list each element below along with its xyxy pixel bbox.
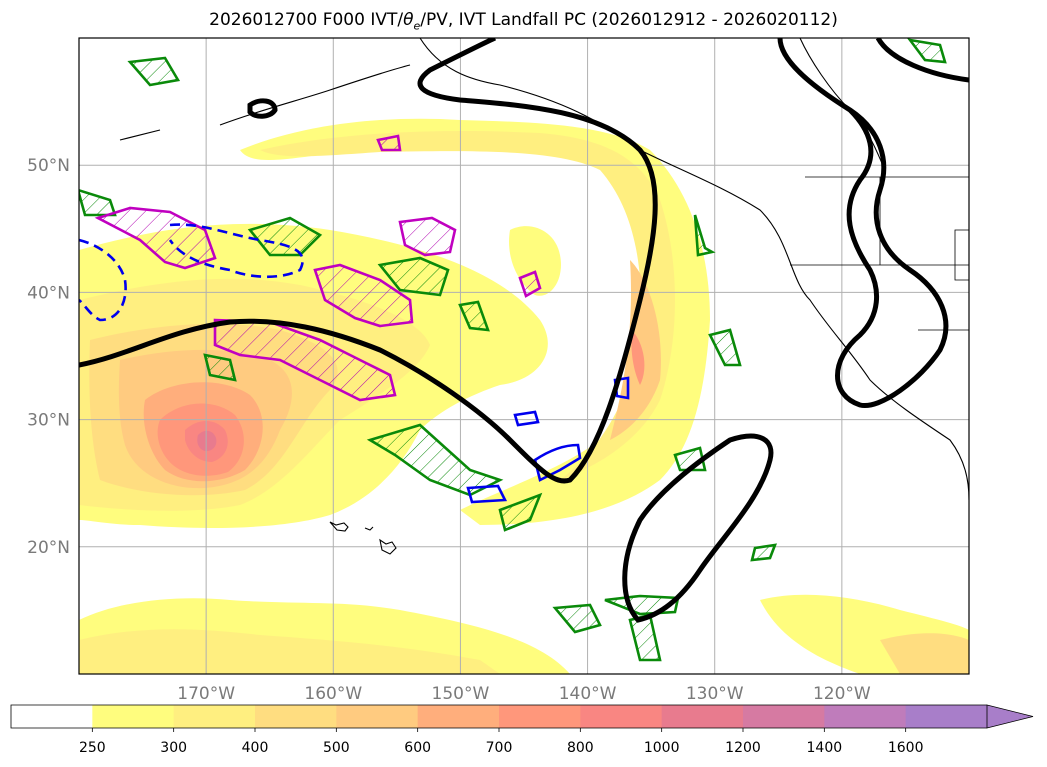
colorbar-extend-arrow (986, 704, 1034, 729)
colorbar-segment (255, 705, 337, 728)
colorbar-tick-label: 700 (486, 740, 513, 756)
lon-tick-label: 150°W (432, 684, 490, 704)
colorbar-segment (905, 705, 988, 728)
ivt-region-south-2 (79, 629, 500, 674)
map-frame (78, 37, 970, 675)
ivt-region-west-8 (197, 430, 217, 452)
lat-tick-label: 50°N (27, 156, 70, 176)
colorbar-segment (743, 705, 825, 728)
ivt-region-north-arc-2 (260, 131, 675, 480)
ivt-landfall-pc-contours (79, 38, 969, 623)
ivt-region-north-arc-4 (631, 330, 645, 385)
colorbar-tick-label: 1400 (807, 740, 843, 756)
lat-tick-labels: 20°N 30°N 40°N 50°N (27, 156, 70, 558)
colorbar-segment (580, 705, 663, 728)
pv-contours (94, 134, 542, 402)
colorbar-tick-label: 400 (242, 740, 269, 756)
colorbar-segment (824, 705, 907, 728)
ivt-region-southeast-2 (880, 633, 969, 674)
lon-tick-label: 170°W (177, 684, 235, 704)
lon-tick-label: 120°W (813, 684, 871, 704)
colorbar-segment (661, 705, 744, 728)
chart-title: 2026012700 F000 IVT/θe/PV, IVT Landfall … (209, 10, 838, 33)
colorbar-tick-label: 600 (404, 740, 431, 756)
colorbar-tick-labels: 250 300 400 500 600 700 800 1000 1200 1400 1600 (79, 728, 924, 756)
colorbar-tick-label: 300 (160, 740, 187, 756)
colorbar-segment (336, 705, 419, 728)
lat-tick-label: 30°N (27, 411, 70, 431)
lon-tick-label: 130°W (686, 684, 744, 704)
colorbar-segment (499, 705, 581, 728)
lon-tick-labels: 170°W 160°W 150°W 140°W 130°W 120°W (177, 684, 871, 704)
lon-tick-label: 160°W (304, 684, 362, 704)
colorbar-tick-label: 1000 (644, 740, 680, 756)
colorbar-segment (92, 705, 175, 728)
colorbar-tick-label: 1200 (725, 740, 761, 756)
colorbar (10, 704, 1034, 729)
colorbar-tick-label: 500 (323, 740, 350, 756)
colorbar-tick-label: 250 (79, 740, 106, 756)
colorbar-tick-label: 800 (567, 740, 594, 756)
colorbar-segment (417, 705, 500, 728)
colorbar-segment (11, 705, 93, 728)
colorbar-tick-label: 1600 (888, 740, 924, 756)
lat-tick-label: 40°N (27, 283, 70, 303)
lon-tick-label: 140°W (559, 684, 617, 704)
lat-tick-label: 20°N (27, 538, 70, 558)
theta-e-contours (79, 38, 947, 662)
colorbar-segment (173, 705, 256, 728)
ivt-shading (79, 118, 969, 674)
